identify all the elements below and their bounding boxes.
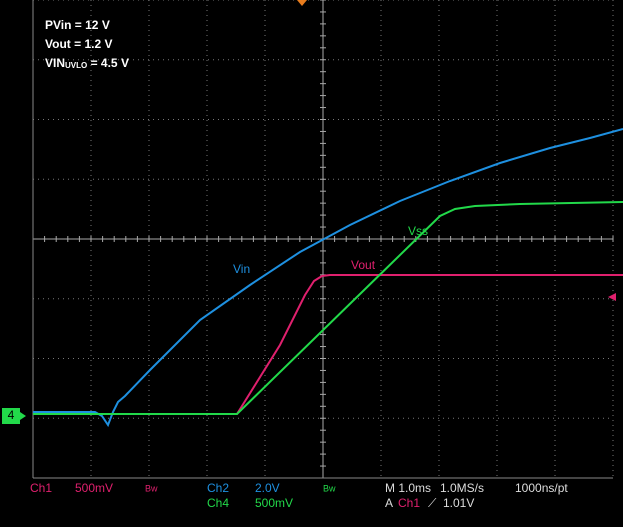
vin-trace <box>33 128 623 428</box>
status-text: 500mV <box>75 481 113 495</box>
ch4-ground-label: 4 <box>8 408 15 422</box>
trace-label: Vout <box>351 258 376 272</box>
status-text: M 1.0ms <box>385 481 431 495</box>
status-text: ⟋ <box>428 496 437 510</box>
status-text: Ch1 <box>398 496 420 510</box>
annotation: VINUVLO = 4.5 V <box>45 56 129 70</box>
status-text: Bw <box>323 483 336 493</box>
status-text: Bw <box>145 483 158 493</box>
status-text: A <box>385 496 393 510</box>
status-text: Ch1 <box>30 481 52 495</box>
status-text: 500mV <box>255 496 293 510</box>
status-text: Ch2 <box>207 481 229 495</box>
vss-trace <box>33 201 623 415</box>
status-text: 1.0MS/s <box>440 481 484 495</box>
annotation: Vout = 1.2 V <box>45 37 112 51</box>
trigger-position-marker <box>297 0 307 6</box>
status-text: Ch4 <box>207 496 229 510</box>
status-text: 1.01V <box>443 496 474 510</box>
status-text: 2.0V <box>255 481 280 495</box>
ch4-ground-arrow <box>20 412 26 420</box>
vout-trace <box>33 274 623 415</box>
ch1-offset-marker <box>608 293 616 301</box>
status-text: 1000ns/pt <box>515 481 568 495</box>
trace-label: Vin <box>233 262 250 276</box>
trace-label: Vss <box>408 224 428 238</box>
ch4-ground-box <box>2 408 20 424</box>
annotation: PVin = 12 V <box>45 18 110 32</box>
